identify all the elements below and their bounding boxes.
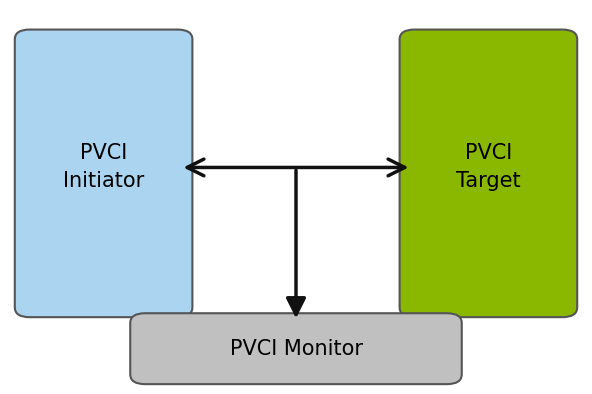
- Text: PVCI
Initiator: PVCI Initiator: [63, 143, 144, 191]
- FancyBboxPatch shape: [400, 30, 577, 317]
- FancyBboxPatch shape: [130, 313, 462, 384]
- Text: PVCI Monitor: PVCI Monitor: [230, 339, 362, 359]
- FancyBboxPatch shape: [15, 30, 192, 317]
- Text: PVCI
Target: PVCI Target: [456, 143, 521, 191]
